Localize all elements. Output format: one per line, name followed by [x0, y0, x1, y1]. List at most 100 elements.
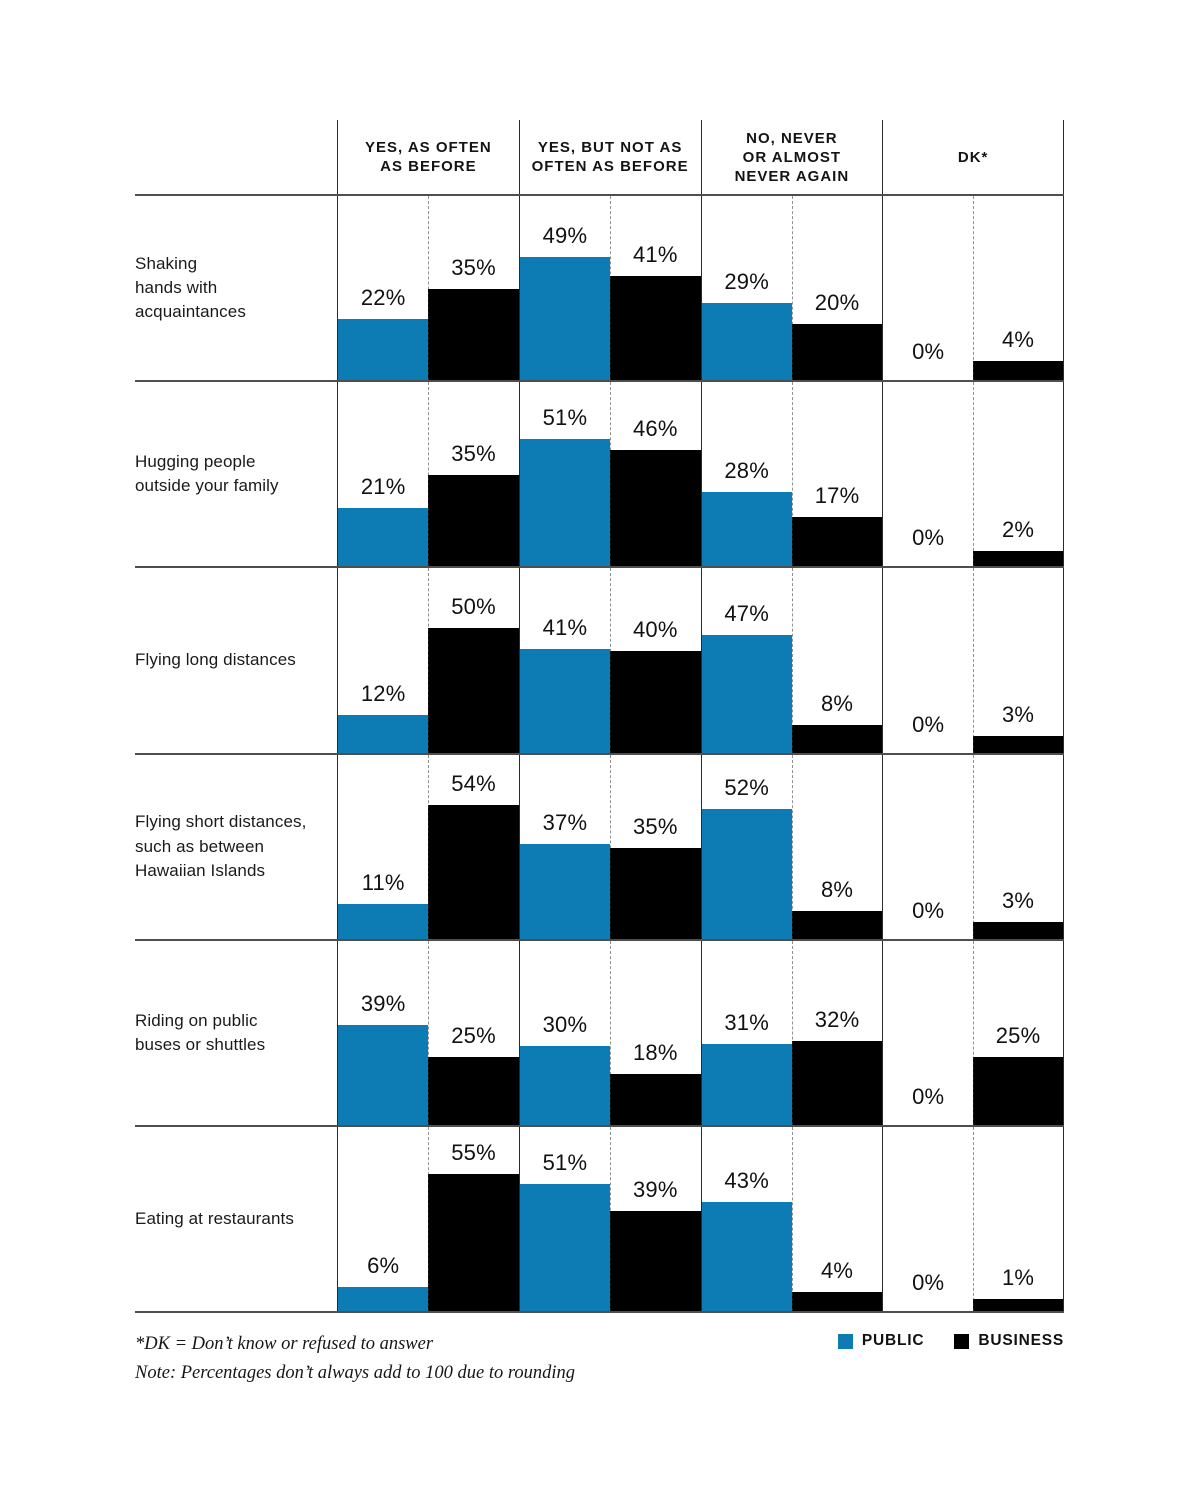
public-value-label: 31%	[724, 1009, 769, 1035]
public-value-label: 43%	[724, 1168, 769, 1194]
column-midline	[791, 1126, 793, 1312]
business-bar	[973, 361, 1063, 381]
chart-cell: 49% 41%	[518, 196, 701, 381]
public-value-label: 12%	[360, 680, 406, 706]
public-value-label: 0%	[912, 1270, 945, 1296]
business-value-label: 1%	[1001, 1265, 1035, 1291]
business-value-label: 20%	[814, 290, 860, 316]
column-midline	[428, 568, 430, 753]
business-value-label: 3%	[1001, 701, 1035, 727]
business-bar	[428, 1056, 519, 1125]
public-bar	[519, 439, 611, 567]
public-bar	[519, 257, 611, 381]
business-value-label: 32%	[814, 1006, 860, 1032]
column-header-label: NO, NEVER OR ALMOST NEVER AGAIN	[734, 129, 850, 185]
chart-cell: 30% 18%	[518, 940, 701, 1125]
business-value-label: 40%	[632, 616, 678, 642]
chart-cell: 43% 4%	[700, 1126, 883, 1312]
public-value-label: 39%	[360, 990, 406, 1016]
public-bar	[338, 1024, 429, 1125]
business-bar	[610, 1211, 701, 1312]
public-value-label: 41%	[542, 614, 588, 640]
business-value-label: 4%	[1001, 327, 1035, 353]
business-bar	[428, 627, 519, 753]
public-bar	[519, 648, 611, 753]
survey-table: YES, AS OFTEN AS BEFORE YES, BUT NOT AS …	[135, 120, 1064, 1314]
public-bar	[701, 1202, 792, 1312]
public-value-label: 22%	[360, 285, 406, 311]
business-bar	[428, 1174, 519, 1312]
business-value-label: 8%	[820, 876, 854, 902]
header-row: YES, AS OFTEN AS BEFORE YES, BUT NOT AS …	[135, 120, 1064, 196]
table-row: Flying long distances 12% 50% 41% 40% 47% 8% 0%…	[135, 568, 1064, 755]
column-header-no-never: NO, NEVER OR ALMOST NEVER AGAIN	[700, 120, 883, 194]
row-label-cell: Hugging people outside your family	[135, 382, 337, 566]
column-header-yes-not-as-often: YES, BUT NOT AS OFTEN AS BEFORE	[518, 120, 701, 194]
public-value-label: 0%	[912, 711, 945, 737]
business-value-label: 4%	[820, 1258, 854, 1284]
column-midline	[973, 568, 975, 753]
business-value-label: 25%	[451, 1022, 496, 1048]
row-label-cell: Riding on public buses or shuttles	[135, 941, 337, 1125]
row-label-cell: Shaking hands with acquaintances	[135, 196, 337, 380]
public-value-label: 29%	[724, 269, 769, 295]
chart-cell: 39% 25%	[337, 940, 519, 1125]
chart-cell: 52% 8%	[700, 754, 883, 939]
table-row: Riding on public buses or shuttles 39% 25%…	[135, 940, 1064, 1127]
public-bar	[338, 714, 429, 753]
column-midline	[791, 382, 793, 567]
business-swatch-icon	[954, 1333, 970, 1349]
column-midline	[973, 196, 975, 381]
public-bar	[338, 1287, 429, 1312]
chart-cell: 0% 1%	[882, 1126, 1064, 1312]
public-value-label: 51%	[542, 405, 588, 431]
business-bar	[791, 910, 883, 939]
business-bar	[973, 735, 1063, 753]
column-midline	[428, 196, 430, 381]
business-bar	[428, 804, 519, 939]
legend-business-label: BUSINESS	[978, 1332, 1064, 1349]
column-midline	[610, 568, 612, 753]
chart-cell: 41% 40%	[518, 568, 701, 753]
business-bar	[973, 1299, 1063, 1312]
legend-item-business: BUSINESS	[954, 1332, 1064, 1350]
row-label: Eating at restaurants	[135, 1208, 294, 1228]
column-midline	[973, 940, 975, 1125]
column-header-yes-as-often: YES, AS OFTEN AS BEFORE	[337, 120, 519, 194]
business-value-label: 8%	[820, 690, 854, 716]
business-bar	[610, 450, 701, 567]
column-midline	[791, 568, 793, 753]
table-row: Flying short distances, such as between …	[135, 754, 1064, 941]
public-value-label: 47%	[724, 600, 769, 626]
legend-item-public: PUBLIC	[837, 1332, 925, 1350]
chart-cell: 0% 25%	[882, 940, 1064, 1125]
chart-cell: 22% 35%	[337, 196, 519, 381]
business-value-label: 54%	[451, 770, 496, 796]
chart-cell: 11% 54%	[337, 754, 519, 939]
public-bar	[701, 1043, 792, 1125]
business-bar	[973, 1056, 1063, 1125]
table-row: Hugging people outside your family 21% 35%…	[135, 382, 1064, 569]
business-bar	[428, 289, 519, 381]
chart-cell: 51% 46%	[518, 382, 701, 567]
column-midline	[428, 940, 430, 1125]
business-bar	[973, 551, 1063, 567]
row-label-cell: Eating at restaurants	[135, 1127, 337, 1311]
chart-cell: 0% 2%	[882, 382, 1064, 567]
chart-cell: 6% 55%	[337, 1126, 519, 1312]
public-value-label: 0%	[912, 339, 945, 365]
footnote-rounding: Note: Percentages don’t always add to 10…	[135, 1362, 576, 1383]
business-bar	[791, 324, 883, 381]
chart-rows: Shaking hands with acquaintances 22% 35% 49…	[135, 196, 1064, 1314]
business-value-label: 17%	[814, 483, 860, 509]
row-label-cell: Flying long distances	[135, 568, 337, 752]
row-label: Hugging people outside your family	[135, 452, 279, 496]
column-header-label: YES, BUT NOT AS OFTEN AS BEFORE	[531, 139, 689, 175]
column-midline	[610, 1126, 612, 1312]
column-midline	[610, 382, 612, 567]
business-bar	[791, 1292, 883, 1312]
business-value-label: 2%	[1001, 517, 1035, 543]
column-midline	[428, 1126, 430, 1312]
table-row: Shaking hands with acquaintances 22% 35% 49…	[135, 196, 1064, 383]
